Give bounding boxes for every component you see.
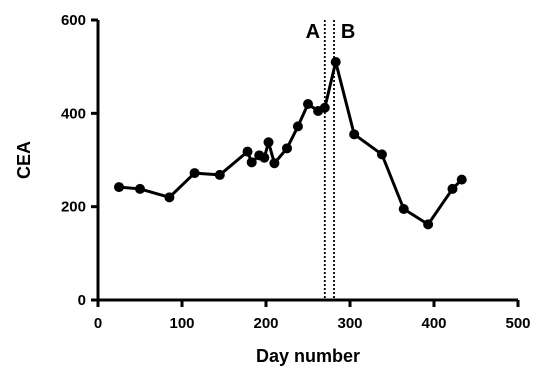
x-tick-label: 200 bbox=[253, 315, 278, 332]
data-point bbox=[214, 169, 225, 180]
series bbox=[114, 57, 467, 230]
data-point bbox=[242, 146, 253, 157]
x-axis-title: Day number bbox=[256, 346, 360, 366]
data-point bbox=[292, 121, 303, 132]
data-point bbox=[398, 204, 409, 214]
data-point bbox=[423, 219, 434, 230]
x-tick-label: 300 bbox=[337, 315, 362, 332]
data-point bbox=[349, 129, 360, 140]
data-point bbox=[447, 183, 458, 194]
data-point bbox=[303, 99, 313, 109]
annotation-label-b: B bbox=[341, 21, 355, 43]
x-tick-label: 500 bbox=[505, 315, 530, 332]
y-ticks: 0 200 400 600 bbox=[61, 12, 98, 309]
data-point bbox=[189, 168, 200, 179]
y-tick-label: 600 bbox=[61, 12, 86, 29]
data-point bbox=[135, 183, 145, 194]
data-point bbox=[330, 57, 341, 67]
data-point bbox=[376, 149, 387, 160]
y-tick-label: 200 bbox=[61, 199, 86, 216]
data-point bbox=[456, 174, 467, 185]
data-point bbox=[263, 137, 274, 148]
axes bbox=[96, 20, 518, 302]
x-ticks: 0 100 200 300 400 500 bbox=[94, 300, 531, 332]
y-tick-label: 0 bbox=[78, 292, 86, 309]
y-axis-title: CEA bbox=[14, 141, 34, 179]
data-point bbox=[269, 158, 280, 169]
data-point bbox=[319, 102, 330, 113]
data-point bbox=[246, 157, 257, 168]
x-tick-label: 400 bbox=[421, 315, 446, 332]
data-point bbox=[259, 152, 270, 163]
x-tick-label: 0 bbox=[94, 315, 102, 332]
x-tick-label: 100 bbox=[169, 315, 194, 332]
data-point bbox=[164, 192, 175, 203]
data-point bbox=[282, 143, 292, 154]
data-point bbox=[114, 182, 124, 193]
y-tick-label: 400 bbox=[61, 105, 86, 122]
annotation-label-a: A bbox=[306, 21, 320, 43]
